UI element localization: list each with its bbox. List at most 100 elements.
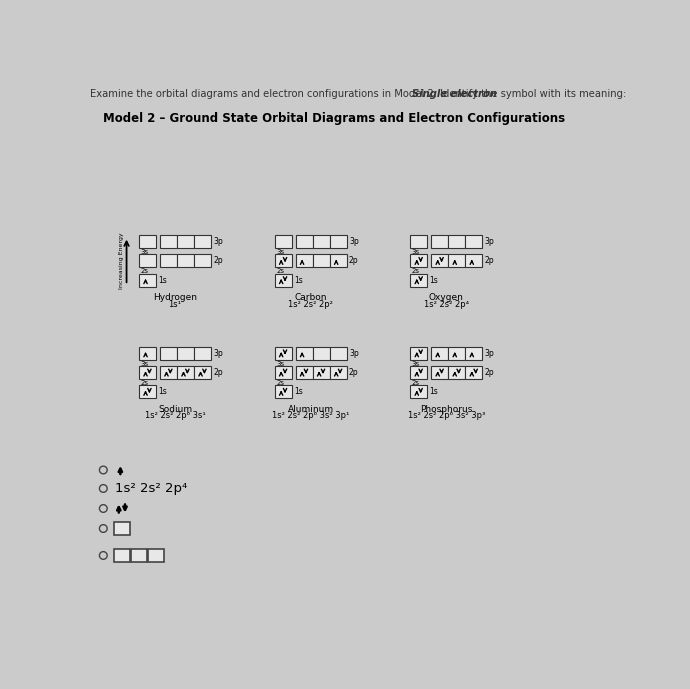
Text: 1s¹: 1s¹	[168, 300, 181, 309]
Bar	[275, 235, 292, 248]
Text: 1s² 2s² 2p⁶ 3s² 3p¹: 1s² 2s² 2p⁶ 3s² 3p¹	[272, 411, 349, 420]
Text: 3s: 3s	[276, 249, 284, 255]
Bar	[295, 366, 313, 379]
Bar	[448, 347, 465, 360]
Bar	[431, 347, 448, 360]
Text: 1s² 2s² 2p⁴: 1s² 2s² 2p⁴	[115, 482, 187, 495]
Bar	[139, 366, 156, 379]
Text: 1s² 2s² 2p⁶ 3s¹: 1s² 2s² 2p⁶ 3s¹	[145, 411, 206, 420]
Text: 2p: 2p	[213, 256, 223, 265]
Bar	[148, 548, 164, 562]
Text: 2s: 2s	[276, 268, 284, 274]
Text: 2s: 2s	[412, 268, 420, 274]
Bar	[194, 254, 211, 267]
Text: 3p: 3p	[213, 349, 223, 358]
Text: Model 2 – Ground State Orbital Diagrams and Electron Configurations: Model 2 – Ground State Orbital Diagrams …	[104, 112, 565, 125]
Text: 3p: 3p	[349, 349, 359, 358]
Bar	[410, 366, 427, 379]
Text: Hydrogen: Hydrogen	[153, 293, 197, 302]
Bar	[114, 522, 130, 535]
Text: Examine the orbital diagrams and electron configurations in Model 2. Identify th: Examine the orbital diagrams and electro…	[90, 89, 629, 99]
Text: 3p: 3p	[349, 237, 359, 246]
Bar	[448, 366, 465, 379]
Bar	[160, 347, 177, 360]
Bar	[139, 274, 156, 287]
Text: 3s: 3s	[412, 249, 420, 255]
Text: 3s: 3s	[412, 360, 420, 367]
Bar	[330, 254, 346, 267]
Bar	[313, 347, 330, 360]
Bar	[465, 235, 482, 248]
Bar	[465, 347, 482, 360]
Text: 2p: 2p	[349, 368, 359, 377]
Bar	[194, 347, 211, 360]
Text: 1s: 1s	[294, 387, 303, 396]
Text: 3s: 3s	[276, 360, 284, 367]
Bar	[410, 347, 427, 360]
Bar	[410, 235, 427, 248]
Text: 3p: 3p	[213, 237, 223, 246]
Text: 1s: 1s	[294, 276, 303, 285]
Bar	[313, 235, 330, 248]
Text: 1s: 1s	[158, 276, 167, 285]
Bar	[194, 366, 211, 379]
Bar	[275, 347, 292, 360]
Bar	[177, 366, 194, 379]
Bar	[330, 366, 346, 379]
Text: 1s: 1s	[430, 276, 438, 285]
Bar	[465, 366, 482, 379]
Text: 2s: 2s	[141, 268, 148, 274]
Bar	[448, 235, 465, 248]
Text: 1s² 2s² 2p⁶ 3s² 3p³: 1s² 2s² 2p⁶ 3s² 3p³	[408, 411, 485, 420]
Bar	[295, 254, 313, 267]
Text: 2p: 2p	[484, 256, 494, 265]
Bar	[330, 347, 346, 360]
Text: Increasing Energy: Increasing Energy	[119, 233, 124, 289]
Bar	[139, 385, 156, 398]
Bar	[410, 274, 427, 287]
Text: 2s: 2s	[412, 380, 420, 386]
Bar	[431, 235, 448, 248]
Bar	[139, 347, 156, 360]
Text: 2p: 2p	[484, 368, 494, 377]
Text: 1s² 2s² 2p²: 1s² 2s² 2p²	[288, 300, 333, 309]
Bar	[275, 385, 292, 398]
Bar	[410, 254, 427, 267]
Bar	[330, 235, 346, 248]
Text: Oxygen: Oxygen	[428, 293, 464, 302]
Bar	[431, 254, 448, 267]
Text: 1s: 1s	[430, 387, 438, 396]
Text: 3p: 3p	[484, 237, 494, 246]
Bar	[295, 347, 313, 360]
Bar	[177, 235, 194, 248]
Text: Phosphorus: Phosphorus	[420, 404, 473, 413]
Text: Sodium: Sodium	[158, 404, 192, 413]
Bar	[177, 254, 194, 267]
Bar	[160, 254, 177, 267]
Text: 1s: 1s	[158, 387, 167, 396]
Bar	[410, 385, 427, 398]
Bar	[114, 548, 130, 562]
Bar	[295, 235, 313, 248]
Text: Carbon: Carbon	[295, 293, 327, 302]
Bar	[160, 235, 177, 248]
Bar	[177, 347, 194, 360]
Text: 3s: 3s	[141, 249, 148, 255]
Text: 3s: 3s	[141, 360, 148, 367]
Bar	[160, 366, 177, 379]
Bar	[313, 254, 330, 267]
Bar	[275, 274, 292, 287]
Bar	[139, 235, 156, 248]
Text: 2s: 2s	[141, 380, 148, 386]
Text: Aluminum: Aluminum	[288, 404, 334, 413]
Bar	[313, 366, 330, 379]
Text: 2p: 2p	[349, 256, 359, 265]
Bar	[431, 366, 448, 379]
Text: 2p: 2p	[213, 368, 223, 377]
Bar	[465, 254, 482, 267]
Text: 1s² 2s² 2p⁴: 1s² 2s² 2p⁴	[424, 300, 469, 309]
Bar	[194, 235, 211, 248]
Bar	[275, 254, 292, 267]
Bar	[131, 548, 147, 562]
Bar	[275, 366, 292, 379]
